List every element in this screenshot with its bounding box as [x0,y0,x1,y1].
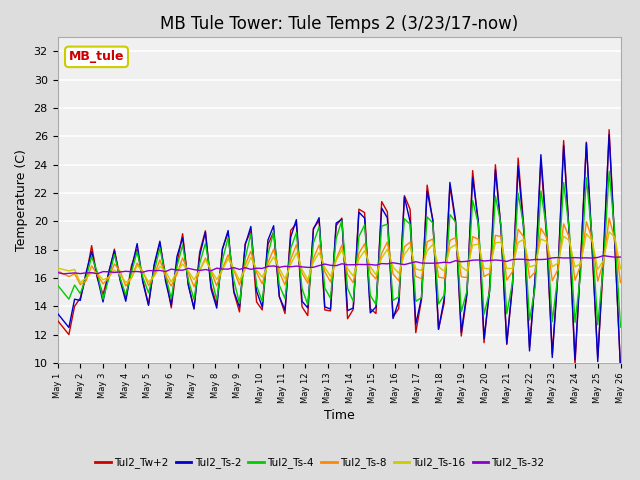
Tul2_Ts-32 [600,253,607,259]
Tul2_Tw+2 [605,127,613,132]
Line: Tul2_Ts-4: Tul2_Ts-4 [58,171,621,327]
Tul2_Ts-4 [184,277,192,283]
Tul2_Ts-8 [162,273,170,279]
Tul2_Ts-8 [594,278,602,284]
Tul2_Ts-8 [605,215,613,221]
Tul2_Tw+2 [617,366,625,372]
Tul2_Ts-16 [617,266,625,272]
Tul2_Ts-8 [349,280,357,286]
Tul2_Ts-16 [594,266,602,272]
Tul2_Ts-16 [605,229,613,235]
Text: MB_tule: MB_tule [68,50,124,63]
Tul2_Ts-4 [605,168,613,174]
Tul2_Ts-2 [571,357,579,362]
Line: Tul2_Ts-16: Tul2_Ts-16 [58,232,621,283]
Tul2_Ts-2 [588,240,596,246]
Tul2_Tw+2 [571,362,579,368]
Line: Tul2_Ts-32: Tul2_Ts-32 [58,256,621,274]
Tul2_Ts-16 [168,279,175,285]
Tul2_Tw+2 [162,273,170,278]
Tul2_Ts-32 [190,267,198,273]
Tul2_Ts-16 [76,280,84,286]
Tul2_Ts-4 [344,286,351,291]
Tul2_Ts-8 [54,268,61,274]
Line: Tul2_Ts-8: Tul2_Ts-8 [58,218,621,287]
Tul2_Ts-32 [349,262,357,268]
Tul2_Ts-8 [395,278,403,284]
Line: Tul2_Ts-2: Tul2_Ts-2 [58,135,621,369]
Y-axis label: Temperature (C): Temperature (C) [15,149,28,251]
Tul2_Ts-32 [168,266,175,272]
Tul2_Tw+2 [588,248,596,253]
Tul2_Ts-4 [571,320,579,325]
Tul2_Ts-8 [190,284,198,289]
Tul2_Ts-2 [162,278,170,284]
Legend: Tul2_Tw+2, Tul2_Ts-2, Tul2_Ts-4, Tul2_Ts-8, Tul2_Ts-16, Tul2_Ts-32: Tul2_Tw+2, Tul2_Ts-2, Tul2_Ts-4, Tul2_Ts… [92,453,548,472]
Tul2_Ts-32 [577,255,584,261]
Tul2_Tw+2 [54,318,61,324]
Tul2_Ts-16 [349,273,357,279]
Tul2_Ts-16 [577,261,584,266]
Tul2_Ts-32 [594,254,602,260]
Tul2_Tw+2 [184,282,192,288]
Tul2_Ts-16 [54,265,61,271]
Tul2_Ts-4 [162,273,170,279]
Tul2_Ts-4 [389,298,397,303]
Tul2_Ts-8 [577,262,584,268]
X-axis label: Time: Time [324,409,355,422]
Tul2_Ts-4 [617,324,625,330]
Tul2_Ts-4 [588,234,596,240]
Tul2_Ts-4 [54,282,61,288]
Tul2_Ts-2 [605,132,613,138]
Line: Tul2_Tw+2: Tul2_Tw+2 [58,130,621,369]
Tul2_Ts-32 [395,261,403,266]
Tul2_Ts-2 [54,311,61,316]
Tul2_Ts-2 [344,308,351,313]
Tul2_Ts-2 [389,316,397,322]
Tul2_Ts-2 [617,366,625,372]
Tul2_Ts-32 [617,254,625,260]
Tul2_Tw+2 [389,314,397,320]
Tul2_Tw+2 [344,316,351,322]
Tul2_Ts-8 [617,280,625,286]
Tul2_Ts-32 [54,270,61,276]
Tul2_Ts-16 [190,277,198,283]
Tul2_Ts-8 [184,270,192,276]
Title: MB Tule Tower: Tule Temps 2 (3/23/17-now): MB Tule Tower: Tule Temps 2 (3/23/17-now… [160,15,518,33]
Tul2_Ts-2 [184,282,192,288]
Tul2_Ts-16 [395,270,403,276]
Tul2_Ts-32 [60,271,67,277]
